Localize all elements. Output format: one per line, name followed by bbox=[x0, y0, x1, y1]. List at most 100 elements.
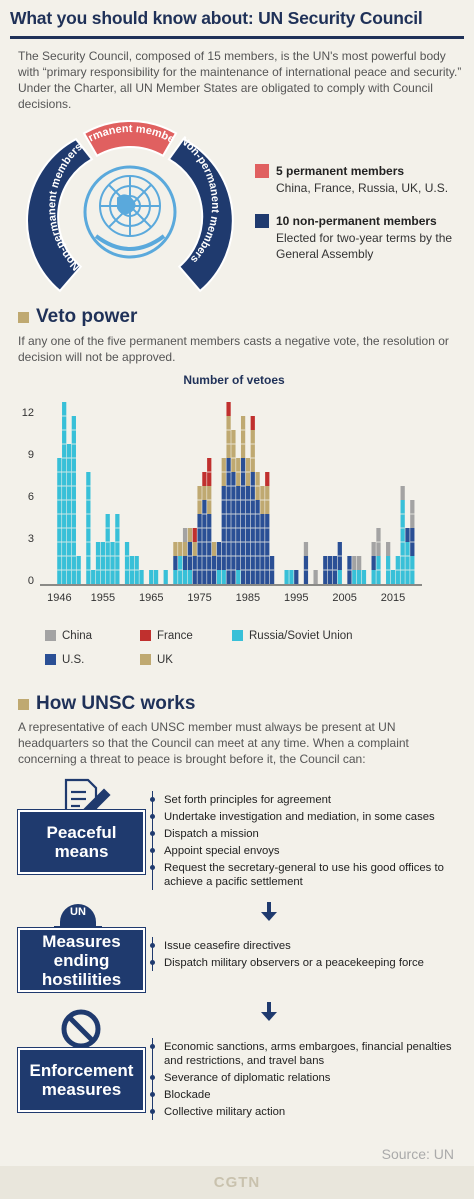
bar-segment bbox=[197, 514, 202, 584]
step-items: Set forth principles for agreement Undert… bbox=[150, 791, 463, 890]
bar-segment bbox=[395, 556, 400, 584]
bar-segment bbox=[410, 500, 415, 528]
step-item: Request the secretary-general to use his… bbox=[150, 859, 463, 890]
bar-fill bbox=[294, 570, 299, 584]
bar-fill bbox=[371, 542, 376, 556]
step-items: Issue ceasefire directives Dispatch milit… bbox=[150, 937, 463, 971]
bar-segment bbox=[337, 542, 342, 570]
bar-fill bbox=[405, 542, 410, 584]
bar-segment bbox=[376, 528, 381, 556]
bar-segment bbox=[192, 542, 197, 556]
bar-fill bbox=[226, 416, 231, 458]
bar-segment bbox=[371, 542, 376, 556]
bar-segment bbox=[327, 556, 333, 584]
bar-fill bbox=[187, 570, 193, 584]
bar-segment bbox=[192, 556, 197, 584]
bar-segment bbox=[323, 556, 328, 584]
ring-top bbox=[82, 120, 178, 158]
bar-segment bbox=[240, 458, 246, 584]
bar-segment bbox=[105, 514, 110, 584]
bar-segment bbox=[303, 542, 309, 556]
bar-fill bbox=[207, 514, 212, 584]
bar-segment bbox=[410, 528, 415, 556]
bar-fill bbox=[105, 514, 110, 584]
bar-segment bbox=[202, 486, 207, 500]
bar-segment bbox=[405, 528, 410, 542]
bar-segment bbox=[71, 416, 76, 584]
bar-segment bbox=[265, 486, 270, 514]
bar-fill bbox=[187, 528, 193, 542]
bar-segment bbox=[86, 472, 91, 584]
bar-segment bbox=[76, 556, 81, 584]
bar-segment bbox=[202, 500, 207, 584]
bar-fill bbox=[226, 458, 231, 584]
bar-segment bbox=[173, 570, 178, 584]
bar-fill bbox=[337, 570, 342, 584]
x-tick-label: 2005 bbox=[332, 592, 356, 604]
bar-segment bbox=[361, 570, 367, 584]
heading-marker bbox=[18, 312, 29, 323]
step-item: Blockade bbox=[150, 1086, 463, 1103]
bar-segment bbox=[62, 402, 67, 584]
bar-segment bbox=[245, 458, 251, 486]
legend-swatch bbox=[140, 654, 151, 665]
bar-fill bbox=[386, 542, 391, 556]
works-text: A representative of each UNSC member mus… bbox=[18, 720, 409, 766]
bar-fill bbox=[211, 542, 217, 556]
membership-ring bbox=[26, 120, 234, 293]
bar-fill bbox=[405, 528, 410, 542]
x-tick-label: 1985 bbox=[236, 592, 260, 604]
bar-segment bbox=[332, 556, 338, 584]
x-tick-label: 1965 bbox=[139, 592, 163, 604]
bar-segment bbox=[110, 542, 115, 584]
legend-label: Russia/Soviet Union bbox=[249, 630, 353, 642]
bar-segment bbox=[115, 514, 120, 584]
source: Source: UN bbox=[381, 1146, 454, 1162]
legend-label: UK bbox=[157, 654, 173, 666]
bar-segment bbox=[400, 486, 405, 500]
bar-fill bbox=[400, 486, 405, 500]
bar-fill bbox=[182, 528, 188, 542]
bar-fill bbox=[313, 570, 318, 584]
helmet-icon bbox=[54, 904, 102, 930]
step-item: Undertake investigation and mediation, i… bbox=[150, 808, 463, 825]
bar-segment bbox=[400, 500, 405, 584]
permanent-swatch bbox=[255, 164, 269, 178]
veto-text: If any one of the five permanent members… bbox=[18, 334, 449, 364]
member-text: Elected for two-year terms by the Genera… bbox=[276, 231, 453, 261]
membership-graphic: Non-permanent members Permanent members … bbox=[0, 100, 234, 293]
bar-segment bbox=[178, 542, 183, 556]
bar-fill bbox=[57, 458, 62, 584]
member-text: China, France, Russia, UK, U.S. bbox=[276, 181, 449, 195]
step-label: Peaceful means bbox=[18, 810, 145, 874]
legend-label: China bbox=[62, 630, 93, 642]
bar-segment bbox=[182, 542, 188, 556]
ring-left bbox=[26, 137, 94, 293]
veto-chart: Number of vetoes 0 3 6 9 12 1946 1955 1965 1975 1… bbox=[22, 373, 422, 666]
bar-segment bbox=[211, 556, 217, 584]
bar-fill bbox=[289, 570, 294, 584]
bar-fill bbox=[226, 402, 231, 416]
step-label: Enforcement measures bbox=[18, 1048, 145, 1112]
bar-segment bbox=[357, 556, 362, 570]
bar-segment bbox=[134, 556, 139, 584]
y-tick-label: 0 bbox=[28, 575, 34, 587]
bar-fill bbox=[192, 528, 197, 542]
bar-segment bbox=[250, 472, 255, 584]
bar-segment bbox=[245, 486, 251, 584]
member-title: 10 non-permanent members bbox=[276, 214, 437, 228]
title: What you should know about: UN Security … bbox=[10, 8, 423, 28]
bar-fill bbox=[250, 430, 255, 472]
bar-segment bbox=[124, 542, 130, 584]
bar-fill bbox=[115, 514, 120, 584]
bar-segment bbox=[66, 444, 72, 584]
bar-segment bbox=[376, 556, 381, 584]
arrow bbox=[261, 902, 277, 1021]
bar-segment bbox=[231, 472, 236, 584]
bar-segment bbox=[265, 472, 270, 486]
bar-fill bbox=[390, 570, 396, 584]
step-items: Economic sanctions, arms embargoes, fina… bbox=[150, 1038, 463, 1120]
bar-fill bbox=[149, 570, 154, 584]
bar-segment bbox=[149, 570, 154, 584]
